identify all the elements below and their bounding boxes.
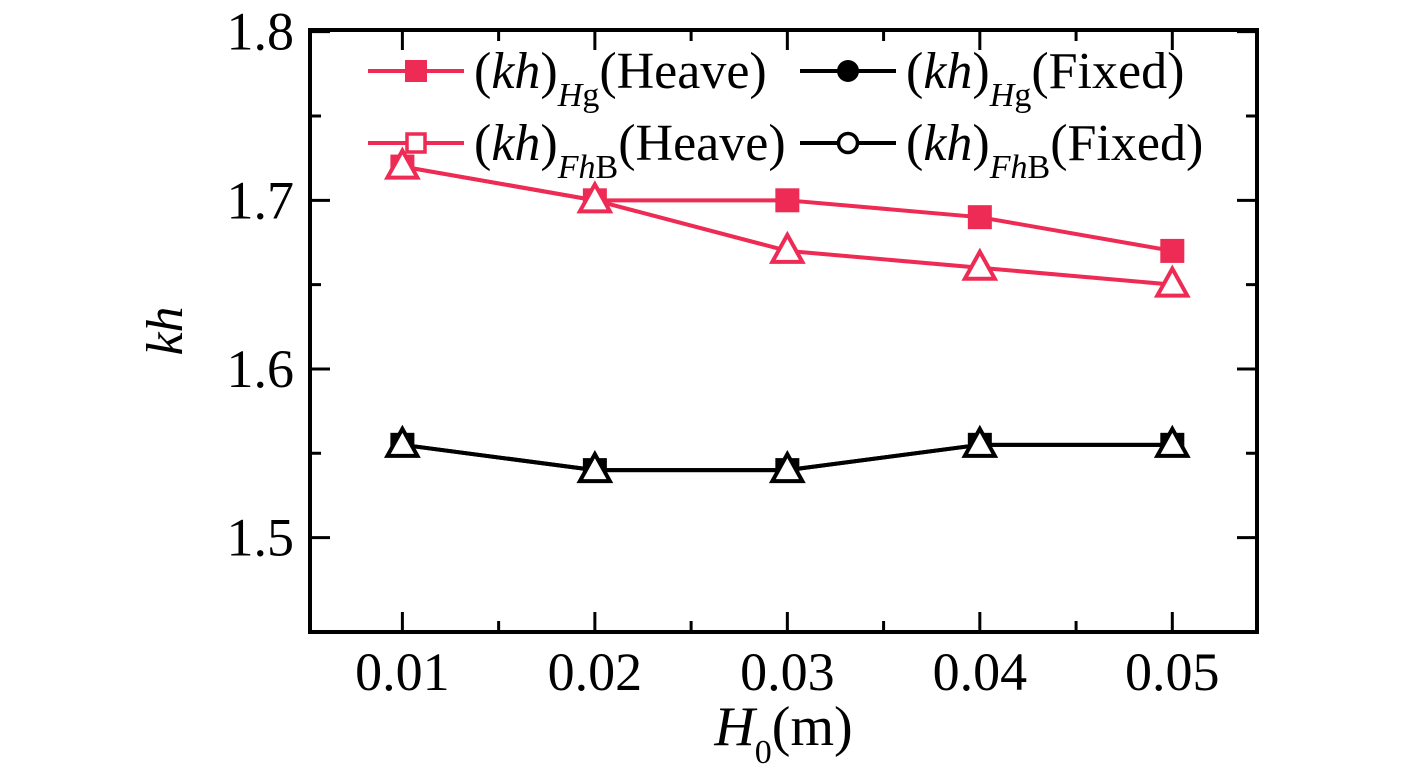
text-run: (	[906, 43, 923, 100]
series-fhb-heave	[383, 146, 1191, 298]
text-run: )	[972, 115, 989, 172]
text-run: h	[579, 149, 596, 186]
text-run: 0.03	[740, 642, 835, 702]
y-axis-tick-label: 1.7	[227, 170, 295, 230]
legend-filled-circle-icon	[837, 60, 859, 82]
text-run: (	[474, 43, 491, 100]
text-run: F	[557, 149, 580, 186]
series-fhb-fixed-marker-open-triangle	[576, 449, 614, 484]
text-run: H	[713, 696, 757, 758]
text-run: g	[1014, 77, 1031, 114]
text-run: 0.04	[933, 642, 1028, 702]
legend-entry-hg-heave: (kh)Hg(Heave)	[368, 43, 767, 114]
text-run: g	[582, 77, 599, 114]
text-run: 1.8	[227, 2, 295, 62]
text-run: )	[540, 115, 557, 172]
series-hg-heave-marker-filled-square	[1160, 238, 1185, 263]
text-run: 0.01	[355, 642, 450, 702]
y-axis-tick-label: 1.5	[227, 508, 295, 568]
x-axis-tick-label: 0.05	[1125, 642, 1220, 702]
series-fhb-fixed-marker-open-triangle	[383, 424, 421, 458]
series-fhb-fixed	[383, 424, 1191, 484]
series-fhb-heave-line	[402, 164, 1173, 287]
text-run: )	[972, 43, 989, 100]
text-run: kh	[137, 306, 194, 355]
series-fhb-heave-marker-open-triangle	[383, 146, 421, 180]
series-fhb-fixed-marker-open-triangle	[961, 424, 999, 458]
text-run: 0.02	[548, 642, 643, 702]
y-axis-tick-label: 1.8	[227, 2, 295, 62]
x-axis-tick-label: 0.02	[548, 642, 643, 702]
text-run: kh	[491, 43, 540, 100]
text-run: F	[989, 149, 1012, 186]
text-run: (	[906, 115, 923, 172]
legend-entry-fhb-fixed: (kh)FhB(Fixed)	[800, 115, 1203, 186]
text-run: kh	[923, 43, 972, 100]
text-run: (Fixed)	[1031, 43, 1184, 100]
text-run: (Heave)	[618, 115, 785, 172]
legend: (kh)Hg(Heave)(kh)FhB(Heave)(kh)Hg(Fixed)…	[368, 43, 1203, 186]
legend-label: (kh)Hg(Heave)	[474, 43, 767, 114]
legend-entry-hg-fixed: (kh)Hg(Fixed)	[800, 43, 1184, 114]
text-run: B	[1028, 149, 1051, 186]
series-fhb-heave-marker-open-triangle	[768, 230, 806, 264]
series-fhb-heave-marker-open-triangle	[961, 247, 999, 281]
series-hg-heave-marker-filled-square	[967, 205, 992, 230]
text-run: 1.6	[227, 339, 295, 399]
series-fhb-fixed-marker-open-triangle	[768, 449, 806, 484]
text-run: H	[557, 77, 585, 114]
text-run: kh	[491, 115, 540, 172]
legend-open-square-icon	[405, 132, 427, 154]
y-axis-title: kh	[137, 306, 194, 355]
legend-filled-square-icon	[405, 60, 427, 82]
series-fhb-fixed-marker-open-triangle	[1153, 424, 1191, 458]
text-run: 1.7	[227, 170, 295, 230]
series-fhb-heave-marker-open-triangle	[1153, 264, 1191, 298]
x-axis-tick-label: 0.01	[355, 642, 450, 702]
x-axis-tick-label: 0.04	[933, 642, 1028, 702]
text-run: 0.05	[1125, 642, 1220, 702]
text-run: (	[474, 115, 491, 172]
legend-label: (kh)Hg(Fixed)	[906, 43, 1184, 114]
legend-label: (kh)FhB(Fixed)	[906, 115, 1203, 186]
text-run: )	[540, 43, 557, 100]
legend-entry-fhb-heave: (kh)FhB(Heave)	[368, 115, 786, 186]
text-run: B	[596, 149, 619, 186]
x-axis-tick-label: 0.03	[740, 642, 835, 702]
text-run: (Heave)	[599, 43, 766, 100]
plot-area-border	[308, 28, 1259, 634]
text-run: 1.5	[227, 508, 295, 568]
series-hg-heave-marker-filled-square	[775, 188, 800, 213]
legend-label: (kh)FhB(Heave)	[474, 115, 786, 186]
legend-open-circle-icon	[836, 131, 860, 155]
text-run: H	[989, 77, 1017, 114]
x-axis-title: H0(m)	[713, 696, 852, 764]
axis-ticks	[310, 30, 1257, 632]
text-run: (Fixed)	[1050, 115, 1203, 172]
text-run: kh	[923, 115, 972, 172]
y-axis-tick-label: 1.6	[227, 339, 295, 399]
text-run: (m)	[772, 696, 853, 758]
series-fhb-heave-marker-open-triangle	[576, 180, 614, 214]
text-run: h	[1011, 149, 1028, 186]
text-run: 0	[755, 734, 772, 764]
